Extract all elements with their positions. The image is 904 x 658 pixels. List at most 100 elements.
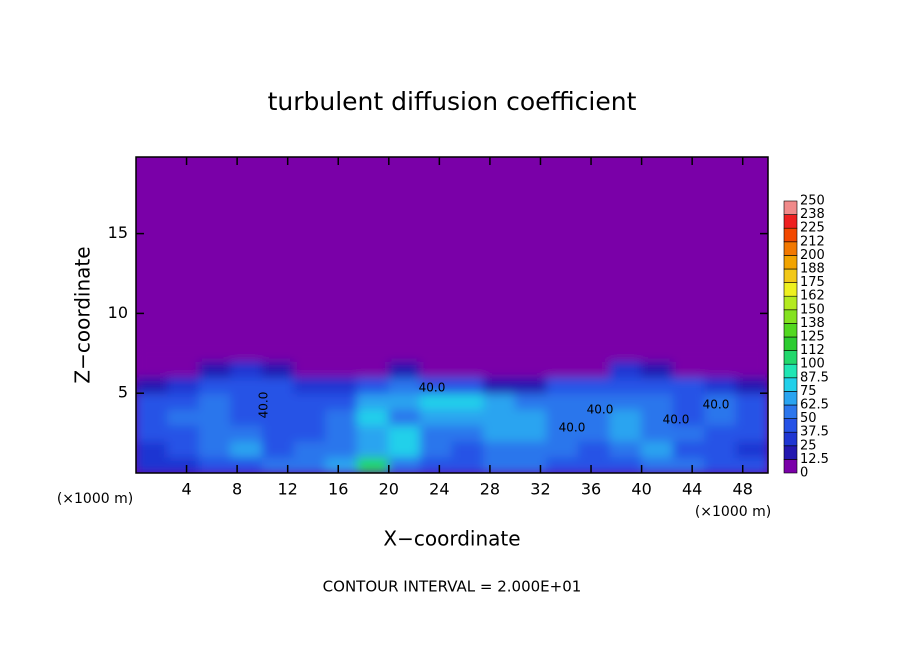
cell: [451, 408, 485, 426]
cell: [735, 376, 768, 394]
x-tick-label: 24: [429, 480, 449, 499]
cell: [735, 408, 768, 426]
cell: [136, 408, 169, 426]
cell: [293, 344, 327, 362]
cell: [419, 440, 453, 458]
colorbar-label: 62.5: [800, 398, 829, 413]
x-tick-label: 16: [328, 480, 348, 499]
cell: [388, 392, 421, 410]
x-tick-label: 28: [480, 480, 500, 499]
cell: [198, 392, 232, 410]
cell: [704, 408, 737, 426]
cell: [704, 376, 737, 394]
cell: [451, 360, 485, 378]
colorbar-label: 250: [800, 194, 825, 209]
cell: [356, 456, 390, 473]
y-tick-label: 10: [108, 303, 128, 322]
cell: [609, 424, 643, 442]
cell: [261, 440, 295, 458]
colorbar-label: 150: [800, 302, 825, 317]
cell: [136, 360, 169, 378]
x-tick-label: 40: [631, 480, 651, 499]
colorbar-label: 50: [800, 411, 817, 426]
cell: [198, 344, 232, 362]
colorbar-label: 25: [800, 438, 817, 453]
cell: [577, 456, 611, 473]
cell: [388, 424, 421, 442]
colorbar-swatch: [783, 200, 798, 215]
cell: [136, 392, 169, 410]
cell: [672, 392, 706, 410]
colorbar-swatch: [783, 282, 798, 297]
cell: [577, 408, 611, 426]
cell: [641, 440, 674, 458]
cell: [167, 456, 200, 473]
colorbar-swatch: [783, 214, 798, 229]
cell: [388, 440, 421, 458]
cell: [261, 392, 295, 410]
cell: [672, 376, 706, 394]
colorbar-swatch: [783, 404, 798, 419]
cell: [167, 376, 200, 394]
cell: [293, 440, 327, 458]
cell: [483, 440, 516, 458]
cell: [704, 360, 737, 378]
cell: [198, 408, 232, 426]
cell: [641, 392, 674, 410]
cell: [325, 392, 358, 410]
cell: [167, 440, 200, 458]
colorbar-swatch: [783, 309, 798, 324]
cell: [609, 344, 643, 362]
cell: [609, 360, 643, 378]
cell: [735, 392, 768, 410]
colorbar-label: 100: [800, 357, 825, 372]
colorbar-label: 212: [800, 234, 825, 249]
contour-label: 40.0: [419, 381, 446, 395]
cell: [325, 376, 358, 394]
cell: [167, 344, 200, 362]
cell: [419, 424, 453, 442]
cell: [609, 440, 643, 458]
cell: [230, 360, 263, 378]
colorbar-label: 87.5: [800, 370, 829, 385]
colorbar-label: 238: [800, 207, 825, 222]
cell: [451, 392, 485, 410]
cell: [293, 456, 327, 473]
colorbar-label: 225: [800, 221, 825, 236]
x-tick-label: 4: [181, 480, 191, 499]
cell: [735, 360, 768, 378]
colorbar-label: 37.5: [800, 425, 829, 440]
colorbar-label: 162: [800, 289, 825, 304]
x-tick-label: 8: [232, 480, 242, 499]
cell: [356, 408, 390, 426]
plot-frame: [135, 156, 769, 474]
cell: [388, 344, 421, 362]
cell: [514, 360, 548, 378]
cell: [609, 392, 643, 410]
x-tick-label: 12: [278, 480, 298, 499]
cell: [735, 424, 768, 442]
cell: [325, 440, 358, 458]
cell: [672, 424, 706, 442]
cell: [167, 360, 200, 378]
colorbar-label: 12.5: [800, 452, 829, 467]
cell: [230, 344, 263, 362]
cell: [483, 392, 516, 410]
y-unit: (×1000 m): [57, 491, 133, 507]
cell: [704, 424, 737, 442]
cell: [514, 392, 548, 410]
cell: [261, 456, 295, 473]
cell: [483, 456, 516, 473]
cell: [641, 456, 674, 473]
cell: [546, 344, 579, 362]
contour-label: 40.0: [587, 403, 614, 417]
cell: [451, 344, 485, 362]
cell: [735, 344, 768, 362]
cell: [735, 440, 768, 458]
x-tick-label: 20: [379, 480, 399, 499]
cell: [514, 344, 548, 362]
colorbar-label: 200: [800, 248, 825, 263]
cell: [230, 376, 263, 394]
